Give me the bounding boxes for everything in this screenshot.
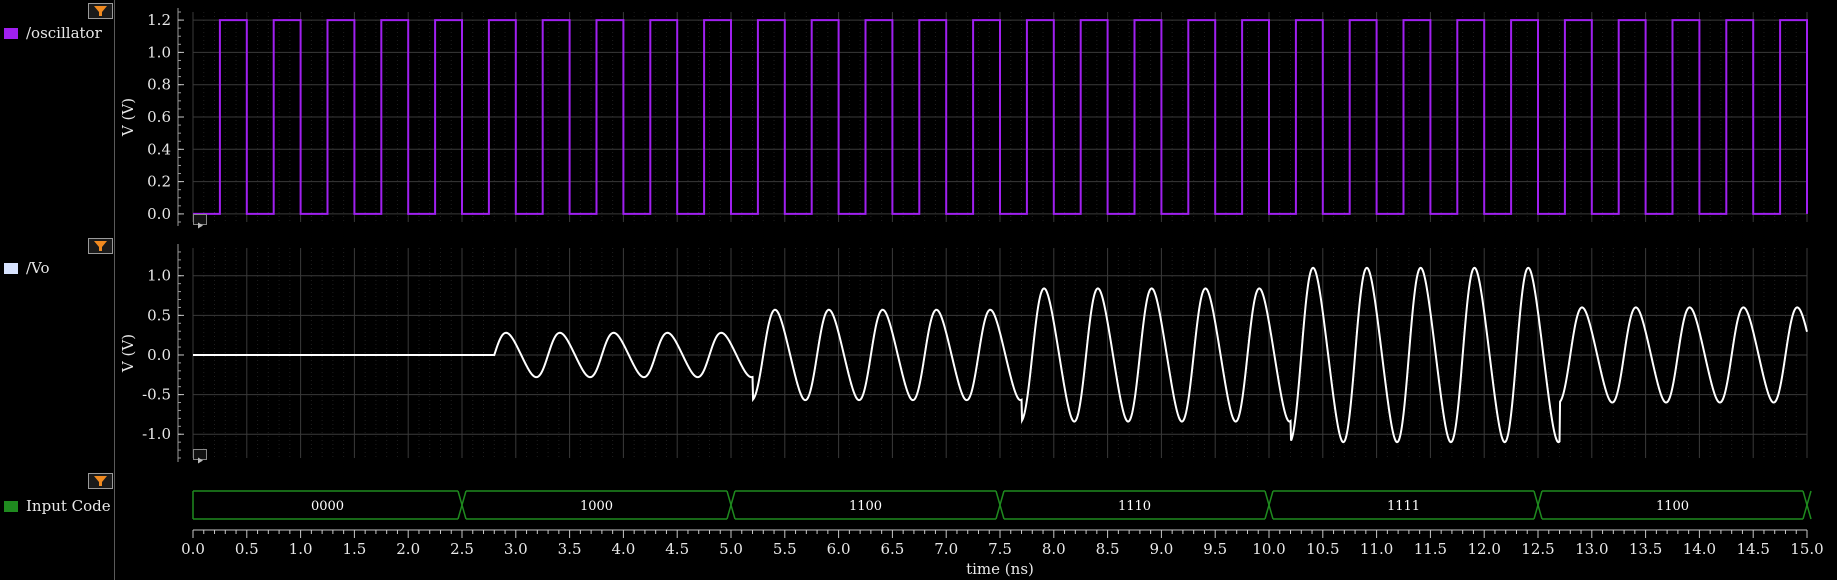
bus-crossing <box>1264 490 1274 520</box>
x-tick-label: 15.0 <box>1790 540 1823 558</box>
x-tick-label: 2.5 <box>450 540 474 558</box>
x-tick-label: 12.0 <box>1467 540 1500 558</box>
bus-crossing <box>995 490 1005 520</box>
filter-icon[interactable] <box>88 473 113 489</box>
labels: 0.0 0.2 0.4 0.6 0.8 1.0 1.2 V (V) -1.0 -0.5 0.0 0.5… <box>119 11 1824 578</box>
traces: 0000 1000 1100 1110 1111 1100 <box>192 19 1812 520</box>
x-tick-label: 7.5 <box>988 540 1012 558</box>
bus-segment: 1110 <box>1004 490 1274 520</box>
bus-segment: 0000 <box>192 490 467 520</box>
signal-label: Input Code <box>26 497 111 515</box>
filter-icon[interactable] <box>88 3 113 19</box>
x-tick-label: 5.5 <box>773 540 797 558</box>
signal-list: /oscillator /Vo Input Code <box>0 0 115 580</box>
x-tick-label: 4.0 <box>611 540 635 558</box>
x-tick-label: 12.5 <box>1521 540 1554 558</box>
bus-segment: 1100 <box>735 490 1005 520</box>
x-tick-label: 6.0 <box>827 540 851 558</box>
x-tick-label: 8.0 <box>1042 540 1066 558</box>
x-tick-label: 9.5 <box>1203 540 1227 558</box>
x-tick-label: 10.0 <box>1252 540 1285 558</box>
x-tick-label: 0.5 <box>235 540 259 558</box>
x-tick-label: 13.0 <box>1575 540 1608 558</box>
x-tick-label: 6.5 <box>880 540 904 558</box>
expand-button[interactable] <box>193 449 207 464</box>
oscillator-trace <box>193 19 1808 215</box>
y-tick-label: 0.2 <box>147 173 171 191</box>
input-code-color-swatch <box>4 500 18 512</box>
y-tick-label: 1.2 <box>147 11 171 29</box>
bus-crossing <box>457 490 467 520</box>
x-tick-label: 7.0 <box>934 540 958 558</box>
expand-button[interactable] <box>193 214 207 229</box>
y-tick-label: 1.0 <box>147 267 171 285</box>
signal-input-code[interactable]: Input Code <box>4 497 111 515</box>
bus-crossing <box>1802 490 1812 520</box>
x-tick-label: 4.5 <box>665 540 689 558</box>
signal-label: /Vo <box>26 259 50 277</box>
y-tick-label: 0.0 <box>147 205 171 223</box>
x-axis-label: time (ns) <box>966 560 1034 578</box>
y-tick-label: 0.8 <box>147 76 171 94</box>
filter-icon[interactable] <box>88 238 113 254</box>
bus-segment: 1000 <box>466 490 736 520</box>
x-tick-label: 1.0 <box>289 540 313 558</box>
y-tick-label: 0.6 <box>147 108 171 126</box>
bus-value-label: 0000 <box>311 499 344 514</box>
x-tick-label: 0.0 <box>181 540 205 558</box>
bus-value-label: 1110 <box>1118 499 1151 514</box>
x-tick-label: 8.5 <box>1096 540 1120 558</box>
y-axis-label: V (V) <box>119 98 137 137</box>
x-tick-label: 14.0 <box>1683 540 1716 558</box>
vo-trace <box>193 266 1808 444</box>
y-tick-label: -0.5 <box>142 386 171 404</box>
x-tick-label: 11.5 <box>1414 540 1447 558</box>
x-tick-label: 3.0 <box>504 540 528 558</box>
bus-value-label: 1000 <box>580 499 613 514</box>
x-tick-label: 5.0 <box>719 540 743 558</box>
x-tick-label: 3.5 <box>558 540 582 558</box>
oscillator-color-swatch <box>4 27 18 39</box>
x-tick-label: 9.0 <box>1149 540 1173 558</box>
y-axis-label: V (V) <box>119 334 137 373</box>
bus-crossing <box>726 490 736 520</box>
x-tick-label: 14.5 <box>1736 540 1769 558</box>
signal-vo[interactable]: /Vo <box>4 259 50 277</box>
y-tick-label: 1.0 <box>147 43 171 61</box>
x-tick-label: 10.5 <box>1306 540 1339 558</box>
bus-value-label: 1100 <box>1656 499 1689 514</box>
y-tick-label: 0.5 <box>147 306 171 324</box>
x-tick-label: 11.0 <box>1360 540 1393 558</box>
bus-segment: 1111 <box>1273 490 1543 520</box>
signal-oscillator[interactable]: /oscillator <box>4 24 102 42</box>
bus-segment: 1100 <box>1542 490 1812 520</box>
bus-crossing <box>1533 490 1543 520</box>
y-tick-label: 0.0 <box>147 346 171 364</box>
y-tick-label: -1.0 <box>142 425 171 443</box>
x-tick-label: 13.5 <box>1629 540 1662 558</box>
y-tick-label: 0.4 <box>147 140 171 158</box>
x-tick-label: 2.0 <box>396 540 420 558</box>
x-tick-label: 1.5 <box>342 540 366 558</box>
bus-value-label: 1111 <box>1387 499 1420 514</box>
bus-value-label: 1100 <box>849 499 882 514</box>
axes <box>177 8 1808 538</box>
signal-label: /oscillator <box>26 24 102 42</box>
vo-color-swatch <box>4 262 18 274</box>
